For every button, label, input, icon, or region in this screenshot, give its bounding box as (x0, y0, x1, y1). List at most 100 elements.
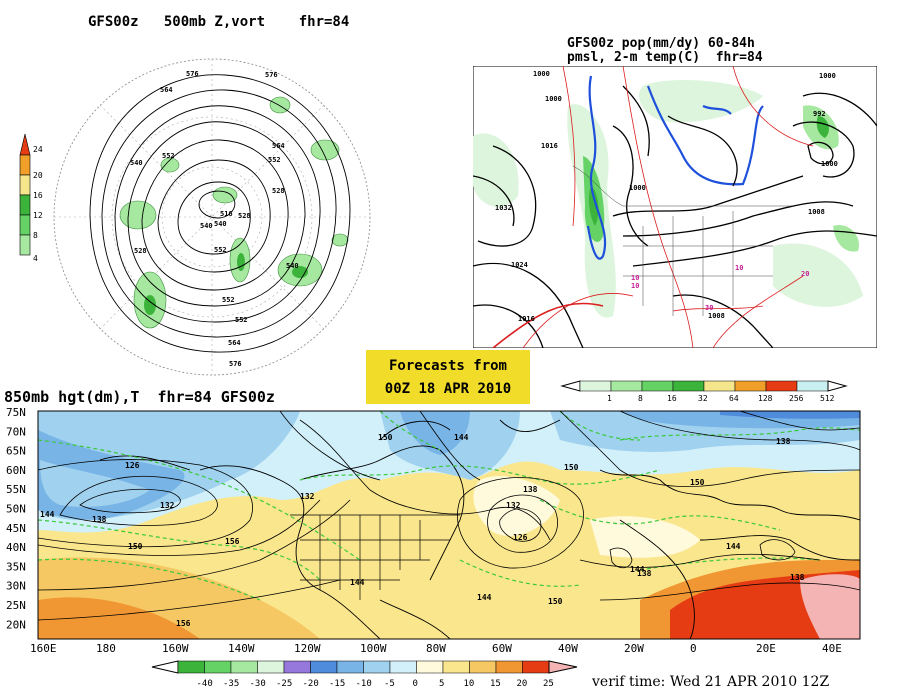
longitude-label: 140W (228, 642, 255, 655)
pop-colorbar-label: 1 (607, 394, 612, 403)
temp-colorbar-label: -20 (303, 679, 319, 689)
panel-pop-title-line2: pmsl, 2-m temp(C) fhr=84 (567, 50, 763, 65)
temp-colorbar-label: 25 (543, 679, 554, 689)
temp-colorbar-label: -15 (329, 679, 345, 689)
temp-colorbar-swatch (389, 660, 417, 674)
latitude-label: 35N (6, 560, 26, 573)
pop-colorbar-label: 32 (698, 394, 708, 403)
verification-time: verif time: Wed 21 APR 2010 12Z (592, 674, 830, 690)
pop-colorbar-label: 256 (789, 394, 804, 403)
temp-colorbar-swatch (257, 660, 285, 674)
isobar-label: 1008 (708, 312, 725, 320)
pop-colorbar-label: 128 (758, 394, 773, 403)
temp-colorbar-swatch (310, 660, 338, 674)
longitude-label: 40W (558, 642, 578, 655)
isobar-label: 1000 (819, 72, 836, 80)
isotherm-label: 20 (801, 270, 809, 278)
temp-colorbar-label: -30 (250, 679, 266, 689)
temp-colorbar-label: 20 (517, 679, 528, 689)
height-850-label: 150 (128, 542, 143, 551)
isobar-label: 1016 (541, 142, 558, 150)
isobars (473, 85, 877, 348)
temp-colorbar-label: 10 (464, 679, 475, 689)
temp-colorbar-label: -5 (384, 679, 395, 689)
pop-colorbar: 1 8 16 32 64 128 256 512 (560, 380, 848, 403)
height-850-label: 150 (564, 463, 579, 472)
isobar-label: 1016 (518, 315, 535, 323)
longitude-label: 80W (426, 642, 446, 655)
precip-areas (473, 80, 863, 318)
temp-colorbar-swatch (416, 660, 444, 674)
temp-colorbar-swatch (495, 660, 523, 674)
latitude-label: 25N (6, 599, 26, 612)
height-850-label: 156 (225, 537, 240, 546)
pop-colorbar-label: 512 (820, 394, 835, 403)
temp-colorbar-swatch (363, 660, 391, 674)
height-850-label: 138 (637, 569, 652, 578)
temp-colorbar-label: 15 (490, 679, 501, 689)
temp-colorbar-swatch (336, 660, 364, 674)
height-850-label: 144 (350, 578, 365, 587)
panel-pop-title-line1: GFS00z pop(mm/dy) 60-84h (567, 36, 755, 51)
isotherms (522, 66, 814, 348)
height-850-label: 144 (40, 510, 55, 519)
forecast-label: Forecasts from (388, 358, 507, 374)
pop-colorbar-label: 64 (729, 394, 739, 403)
height-850-label: 138 (790, 573, 805, 582)
height-850-label: 144 (477, 593, 492, 602)
latitude-label: 55N (6, 483, 26, 496)
isobar-label: 1000 (629, 184, 646, 192)
height-850-label: 138 (776, 437, 791, 446)
height-850-label: 144 (630, 565, 645, 574)
latitude-label: 40N (6, 541, 26, 554)
freezing-line (586, 75, 764, 260)
isotherm-label: 10 (631, 274, 639, 282)
temp-colorbar-swatch (469, 660, 497, 674)
longitude-label: 120W (294, 642, 321, 655)
height-850-label: 144 (726, 542, 741, 551)
height-850-label: 132 (506, 501, 521, 510)
latitude-label: 45N (6, 522, 26, 535)
temp-colorbar-label: 5 (439, 679, 444, 689)
isotherm-label: 10 (735, 264, 743, 272)
longitude-label: 40E (822, 642, 842, 655)
temp-colorbar-label: -10 (356, 679, 372, 689)
temp-colorbar-swatch (177, 660, 205, 674)
panel-850mb-title: 850mb hgt(dm),T fhr=84 GFS00z (4, 388, 275, 406)
isobar-label: 1000 (821, 160, 838, 168)
longitude-label: 0 (690, 642, 697, 655)
height-850-label: 150 (378, 433, 393, 442)
longitude-label: 20W (624, 642, 644, 655)
isotherm-label: 10 (631, 282, 639, 290)
isotherm-label: 30 (705, 304, 713, 312)
temp-colorbar: -40 -35 -30 -25 -20 -15 -10 -5 0 5 10 15 20 25 (151, 660, 578, 689)
temp-colorbar-label: 0 (413, 679, 418, 689)
longitude-label: 180 (96, 642, 116, 655)
longitude-label: 160E (30, 642, 57, 655)
height-850-label: 126 (513, 533, 528, 542)
longitude-label: 160W (162, 642, 189, 655)
latitude-label: 50N (6, 503, 26, 516)
temp-colorbar-label: -35 (223, 679, 239, 689)
isobar-label: 1008 (808, 208, 825, 216)
height-850-label: 132 (300, 492, 315, 501)
height-850-label: 126 (125, 461, 140, 470)
coastlines (99, 419, 860, 639)
longitude-label: 20E (756, 642, 776, 655)
political-boundaries (572, 165, 793, 316)
isobar-label: 1032 (495, 204, 512, 212)
temperature-contours (38, 411, 860, 601)
latitude-label: 70N (6, 425, 26, 438)
latitude-label: 75N (6, 406, 26, 419)
height-850-label: 150 (548, 597, 563, 606)
forecast-init-time: 00Z 18 APR 2010 (384, 381, 512, 397)
pop-colorbar-arrow-right (827, 380, 848, 392)
latitude-label: 60N (6, 464, 26, 477)
temp-colorbar-swatch (442, 660, 470, 674)
height-contours-850 (38, 411, 860, 621)
height-850-label: 144 (454, 433, 469, 442)
isobar-label: 1024 (511, 261, 528, 269)
isobar-label: 1000 (533, 70, 550, 78)
pop-pmsl-map: 1000 1000 992 1016 1032 1024 1016 1000 1008 1008 1… (473, 66, 877, 348)
temp-colorbar-arrow-right (548, 660, 578, 674)
